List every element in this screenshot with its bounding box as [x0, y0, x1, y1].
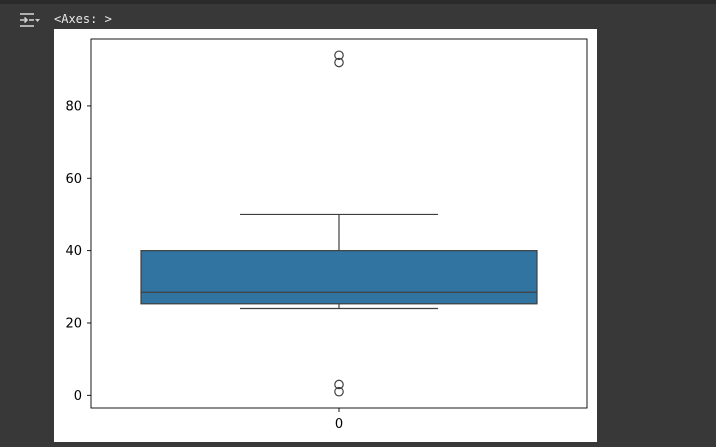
output-collapse-icon[interactable] [18, 11, 42, 31]
iqr-box [140, 250, 538, 305]
outlier-point [334, 386, 344, 397]
y-tick-label: 0 [74, 389, 82, 404]
x-tick-label: 0 [335, 417, 343, 432]
outlier-point [334, 57, 344, 68]
top-border [0, 0, 716, 4]
outlier-point [334, 50, 344, 61]
y-tick-label: 20 [65, 316, 82, 331]
y-tick-label: 40 [65, 244, 82, 259]
cell-output-text: <Axes: > [54, 12, 112, 26]
y-tick-label: 80 [65, 99, 82, 114]
plot-figure: 0 20 40 60 80 0 [54, 29, 597, 442]
boxplot-chart: 0 20 40 60 80 0 [65, 38, 588, 432]
outlier-point [334, 379, 344, 390]
y-tick-label: 60 [65, 172, 82, 187]
